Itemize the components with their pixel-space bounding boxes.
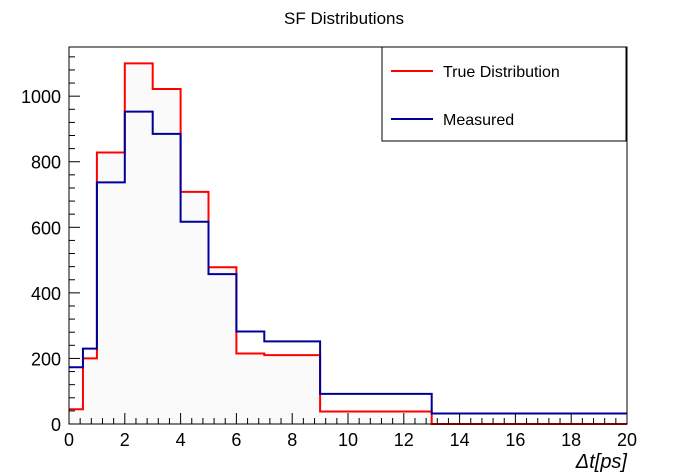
series-line-1	[69, 110, 627, 415]
x-axis-label: Δt[ps]	[575, 451, 628, 472]
y-tick-label: 800	[31, 153, 61, 173]
distribution-fill	[69, 63, 627, 425]
x-tick-label: 12	[394, 430, 414, 450]
x-tick-label: 14	[450, 430, 470, 450]
fill-layer	[69, 63, 627, 425]
x-tick-label: 0	[64, 430, 74, 450]
x-tick-label: 8	[287, 430, 297, 450]
x-tick-label: 20	[617, 430, 637, 450]
y-tick-label: 200	[31, 349, 61, 369]
legend-box	[381, 46, 627, 142]
x-tick-label: 18	[561, 430, 581, 450]
legend: True Distribution Measured	[381, 46, 627, 142]
legend-label: True Distribution	[443, 64, 560, 81]
x-tick-label: 4	[176, 430, 186, 450]
x-tick-label: 16	[505, 430, 525, 450]
x-tick-label: 6	[231, 430, 241, 450]
x-tick-label: 2	[120, 430, 130, 450]
series-layer	[69, 62, 627, 425]
legend-label: Measured	[443, 112, 514, 129]
y-tick-label: 400	[31, 284, 61, 304]
y-tick-label: 0	[51, 415, 61, 435]
x-axis: 0 2 4 6 8 10 12 14 16 18 20	[64, 413, 637, 450]
x-tick-label: 10	[338, 430, 358, 450]
chart-title: SF Distributions	[284, 9, 404, 28]
y-tick-label: 600	[31, 218, 61, 238]
y-axis: 0 200 400 600 800 1000	[21, 56, 80, 435]
y-tick-label: 1000	[21, 87, 61, 107]
